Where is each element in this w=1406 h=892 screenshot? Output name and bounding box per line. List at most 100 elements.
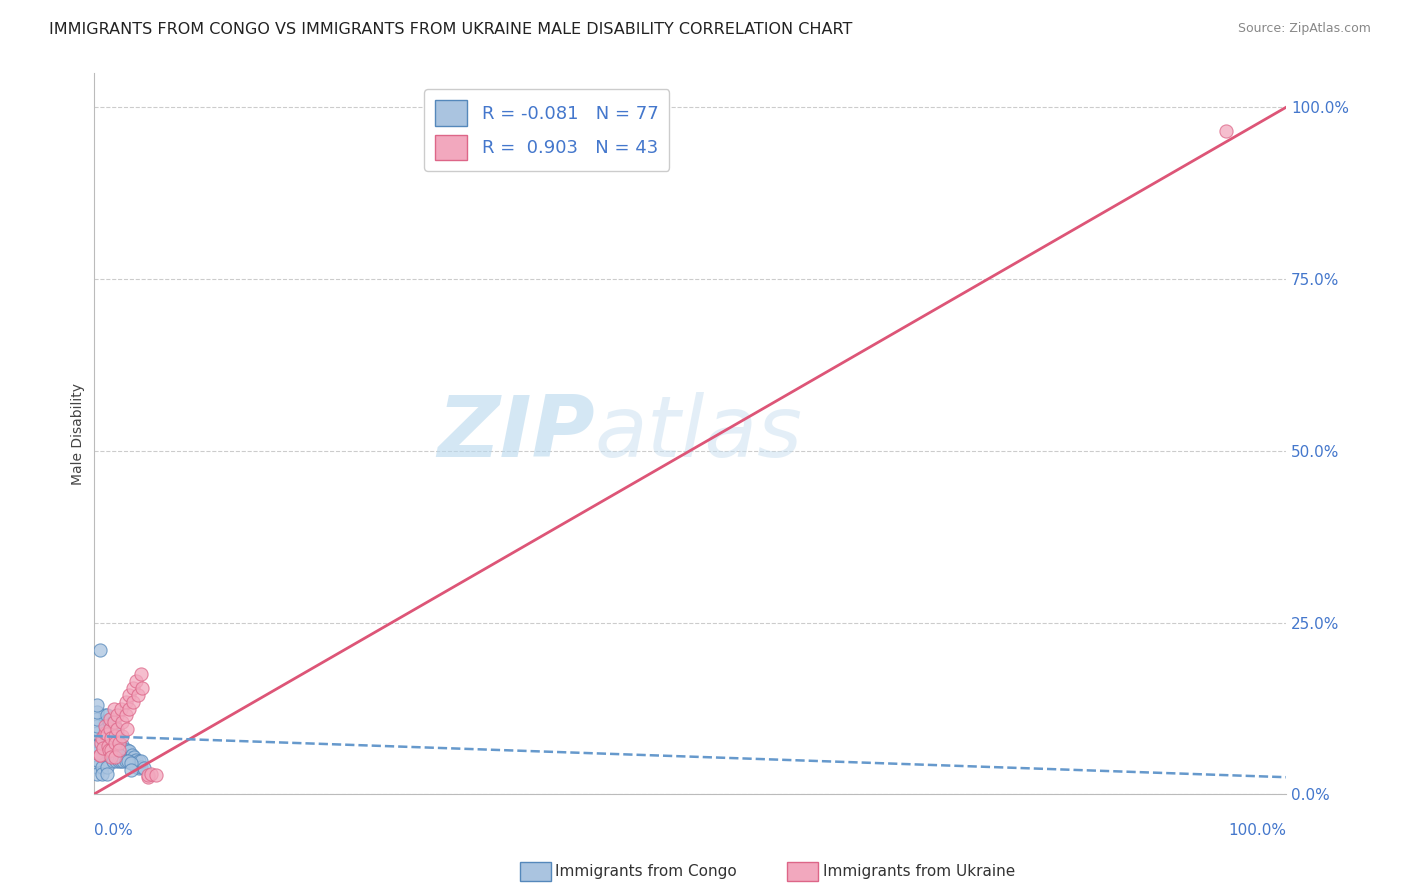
Point	[120, 756, 142, 770]
Point	[100, 733, 122, 747]
Text: Immigrants from Congo: Immigrants from Congo	[555, 864, 737, 879]
Point	[122, 749, 145, 764]
Point	[107, 747, 129, 762]
Point	[114, 755, 136, 769]
Point	[104, 736, 127, 750]
Point	[129, 760, 152, 774]
Point	[104, 729, 127, 743]
Point	[97, 733, 120, 747]
Point	[115, 743, 138, 757]
Point	[89, 747, 111, 762]
Point	[96, 727, 118, 741]
Point	[128, 761, 150, 775]
Point	[97, 713, 120, 727]
Point	[122, 695, 145, 709]
Text: Source: ZipAtlas.com: Source: ZipAtlas.com	[1237, 22, 1371, 36]
Point	[107, 727, 129, 741]
Point	[90, 766, 112, 780]
Point	[98, 743, 121, 757]
Point	[111, 715, 134, 730]
Point	[108, 738, 131, 752]
Point	[96, 708, 118, 723]
Point	[114, 708, 136, 723]
Text: Immigrants from Ukraine: Immigrants from Ukraine	[823, 864, 1015, 879]
Point	[94, 744, 117, 758]
Point	[86, 725, 108, 739]
Point	[94, 715, 117, 730]
Point	[114, 749, 136, 764]
Point	[138, 768, 160, 782]
Point	[104, 720, 127, 734]
Point	[118, 744, 141, 758]
Point	[107, 740, 129, 755]
Point	[111, 745, 134, 759]
Point	[86, 766, 108, 780]
Point	[94, 722, 117, 736]
Point	[86, 698, 108, 712]
Point	[86, 712, 108, 726]
Point	[128, 755, 150, 769]
Point	[97, 720, 120, 734]
Point	[107, 736, 129, 750]
Point	[100, 731, 122, 745]
Point	[101, 755, 124, 769]
Point	[138, 770, 160, 784]
Y-axis label: Male Disability: Male Disability	[72, 383, 86, 484]
Point	[104, 727, 127, 741]
Point	[89, 643, 111, 657]
Point	[97, 753, 120, 767]
Text: atlas: atlas	[595, 392, 803, 475]
Point	[118, 701, 141, 715]
Point	[90, 760, 112, 774]
Point	[96, 766, 118, 780]
Point	[127, 688, 149, 702]
Point	[97, 747, 120, 762]
Point	[89, 736, 111, 750]
Text: ZIP: ZIP	[437, 392, 595, 475]
Point	[91, 749, 114, 764]
Point	[94, 719, 117, 733]
Point	[131, 681, 153, 695]
Point	[145, 768, 167, 782]
Point	[89, 747, 111, 762]
Point	[112, 755, 135, 769]
Point	[120, 763, 142, 777]
Point	[98, 722, 121, 736]
Point	[100, 740, 122, 755]
Point	[122, 756, 145, 771]
Point	[105, 747, 128, 762]
Point	[111, 729, 134, 743]
Point	[104, 733, 127, 747]
Point	[108, 752, 131, 766]
Point	[118, 688, 141, 702]
Point	[86, 760, 108, 774]
Point	[96, 760, 118, 774]
Point	[111, 738, 134, 752]
Point	[91, 740, 114, 755]
Point	[129, 667, 152, 681]
Point	[100, 747, 122, 762]
Point	[97, 739, 120, 754]
Text: IMMIGRANTS FROM CONGO VS IMMIGRANTS FROM UKRAINE MALE DISABILITY CORRELATION CHA: IMMIGRANTS FROM CONGO VS IMMIGRANTS FROM…	[49, 22, 852, 37]
Point	[98, 712, 121, 726]
Point	[132, 761, 155, 775]
Point	[118, 751, 141, 765]
Point	[107, 733, 129, 747]
Point	[94, 729, 117, 743]
Point	[100, 720, 122, 734]
Point	[125, 673, 148, 688]
Point	[97, 727, 120, 741]
Point	[100, 727, 122, 741]
Point	[86, 719, 108, 733]
Point	[107, 722, 129, 736]
Point	[97, 740, 120, 755]
Point	[139, 766, 162, 780]
Point	[86, 739, 108, 754]
Point	[114, 695, 136, 709]
Point	[94, 708, 117, 723]
Point	[110, 755, 132, 769]
Point	[129, 755, 152, 769]
Point	[1215, 124, 1237, 138]
Point	[86, 705, 108, 719]
Point	[91, 740, 114, 755]
